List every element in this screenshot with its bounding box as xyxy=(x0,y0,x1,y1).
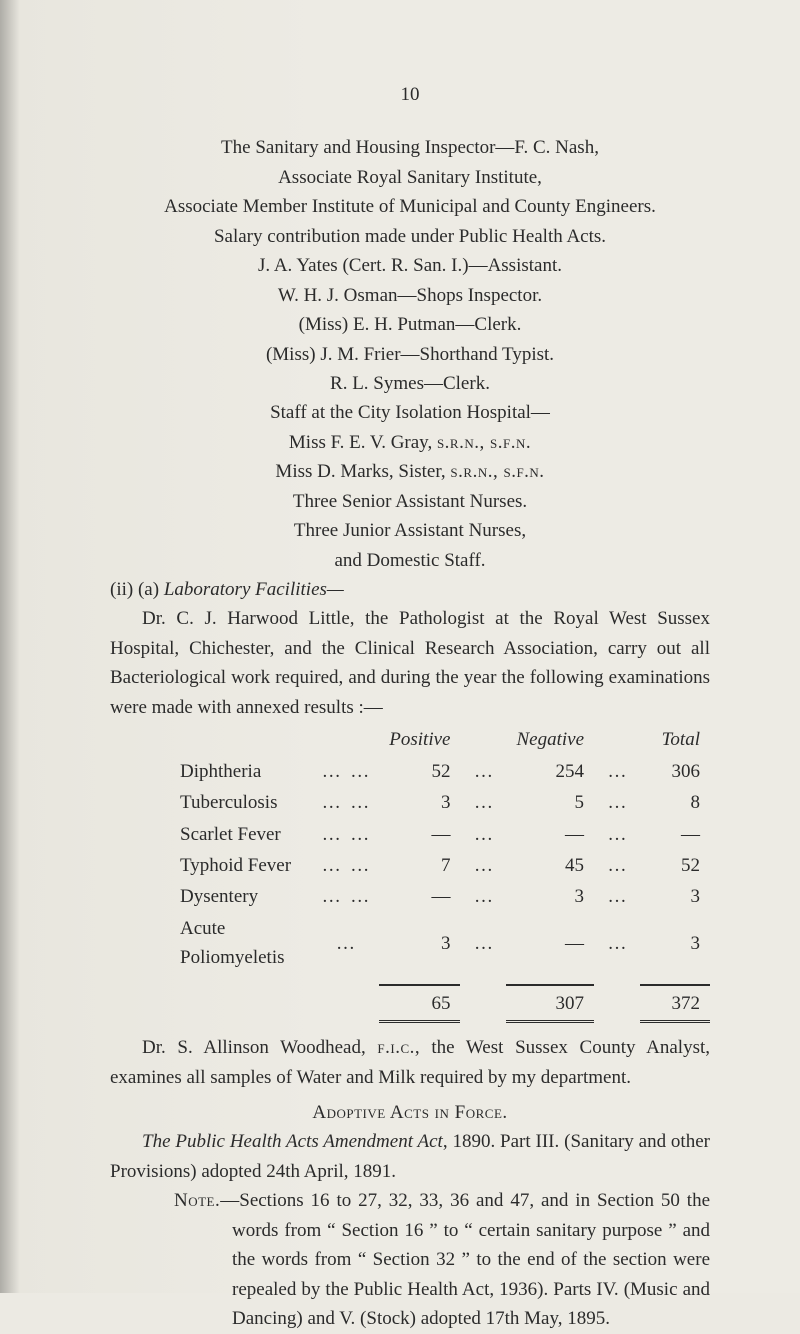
credentials: s.r.n., s.f.n. xyxy=(450,461,544,482)
col-negative: Negative xyxy=(506,724,594,755)
scanned-page: 10 The Sanitary and Housing Inspector—F.… xyxy=(0,0,800,1293)
text: Miss F. E. V. Gray, xyxy=(289,432,437,453)
text: Dr. S. Allinson Woodhead, xyxy=(142,1037,377,1058)
cell-total: — xyxy=(640,819,710,850)
staff-line: and Domestic Staff. xyxy=(110,546,710,575)
cell-negative: 3 xyxy=(506,881,594,912)
subsection-label: (ii) (a) xyxy=(110,579,164,600)
credentials: s.r.n., s.f.n. xyxy=(437,432,531,453)
row-name: Diphtheria xyxy=(170,756,312,787)
staff-line: Miss D. Marks, Sister, s.r.n., s.f.n. xyxy=(110,457,710,486)
page-number: 10 xyxy=(110,80,710,109)
table-totals-row: 65 307 372 xyxy=(170,985,710,1022)
cell-positive: 7 xyxy=(379,850,460,881)
staff-line: Three Senior Assistant Nurses. xyxy=(110,487,710,516)
cell-negative: 5 xyxy=(506,787,594,818)
staff-line: (Miss) E. H. Putman—Clerk. xyxy=(110,310,710,339)
cell-negative: — xyxy=(506,913,594,974)
cell-total: 306 xyxy=(640,756,710,787)
table-row: Tuberculosis … … 3 … 5 … 8 xyxy=(170,787,710,818)
staff-line: Three Junior Assistant Nurses, xyxy=(110,516,710,545)
table-row: Diphtheria … … 52 … 254 … 306 xyxy=(170,756,710,787)
text: Miss D. Marks, Sister, xyxy=(275,461,450,482)
cell-total: 3 xyxy=(640,913,710,974)
row-name: Dysentery xyxy=(170,881,312,912)
staff-line: Miss F. E. V. Gray, s.r.n., s.f.n. xyxy=(110,428,710,457)
cell-positive: 3 xyxy=(379,913,460,974)
adoptive-line: The Public Health Acts Amendment Act, 18… xyxy=(110,1127,710,1186)
cell-positive: — xyxy=(379,819,460,850)
cell-positive: 52 xyxy=(379,756,460,787)
note-paragraph: Note.—Sections 16 to 27, 32, 33, 36 and … xyxy=(110,1186,710,1333)
credentials: f.i.c. xyxy=(377,1037,414,1058)
total-total: 372 xyxy=(640,985,710,1022)
staff-line: Associate Member Institute of Municipal … xyxy=(110,192,710,221)
staff-line: R. L. Symes—Clerk. xyxy=(110,369,710,398)
table-row: Typhoid Fever … … 7 … 45 … 52 xyxy=(170,850,710,881)
subsection-heading: (ii) (a) Laboratory Facilities— xyxy=(110,575,710,604)
cell-total: 3 xyxy=(640,881,710,912)
adoptive-heading: Adoptive Acts in Force. xyxy=(110,1098,710,1127)
table-row: Acute Poliomyeletis … 3 … — … 3 xyxy=(170,913,710,974)
cell-positive: 3 xyxy=(379,787,460,818)
subsection-italic: Laboratory Facilities— xyxy=(164,579,344,600)
table-row: Dysentery … … — … 3 … 3 xyxy=(170,881,710,912)
paragraph: Dr. S. Allinson Woodhead, f.i.c., the We… xyxy=(110,1033,710,1092)
cell-negative: — xyxy=(506,819,594,850)
col-positive: Positive xyxy=(379,724,460,755)
staff-line: The Sanitary and Housing Inspector—F. C.… xyxy=(110,133,710,162)
total-negative: 307 xyxy=(506,985,594,1022)
cell-negative: 45 xyxy=(506,850,594,881)
note-body: —Sections 16 to 27, 32, 33, 36 and 47, a… xyxy=(220,1190,710,1329)
row-name: Acute Poliomyeletis xyxy=(170,913,312,974)
note-label: Note. xyxy=(174,1190,220,1211)
staff-line: Salary contribution made under Public He… xyxy=(110,222,710,251)
paragraph: Dr. C. J. Harwood Little, the Pathologis… xyxy=(110,604,710,722)
cell-total: 52 xyxy=(640,850,710,881)
staff-line: W. H. J. Osman—Shops Inspector. xyxy=(110,281,710,310)
examinations-table: Positive Negative Total Diphtheria … … 5… xyxy=(170,724,710,1023)
staff-line: (Miss) J. M. Frier—Shorthand Typist. xyxy=(110,340,710,369)
row-name: Typhoid Fever xyxy=(170,850,312,881)
col-total: Total xyxy=(640,724,710,755)
staff-line: Associate Royal Sanitary Institute, xyxy=(110,163,710,192)
cell-total: 8 xyxy=(640,787,710,818)
cell-negative: 254 xyxy=(506,756,594,787)
staff-line: Staff at the City Isolation Hospital— xyxy=(110,398,710,427)
cell-positive: — xyxy=(379,881,460,912)
row-name: Scarlet Fever xyxy=(170,819,312,850)
table-header-row: Positive Negative Total xyxy=(170,724,710,755)
staff-line: J. A. Yates (Cert. R. San. I.)—Assistant… xyxy=(110,251,710,280)
table-row: Scarlet Fever … … — … — … — xyxy=(170,819,710,850)
heading-text: Adoptive Acts in Force. xyxy=(312,1102,507,1123)
row-name: Tuberculosis xyxy=(170,787,312,818)
binding-shadow xyxy=(0,0,20,1293)
total-positive: 65 xyxy=(379,985,460,1022)
act-title: The Public Health Acts Amendment Act xyxy=(142,1131,443,1152)
